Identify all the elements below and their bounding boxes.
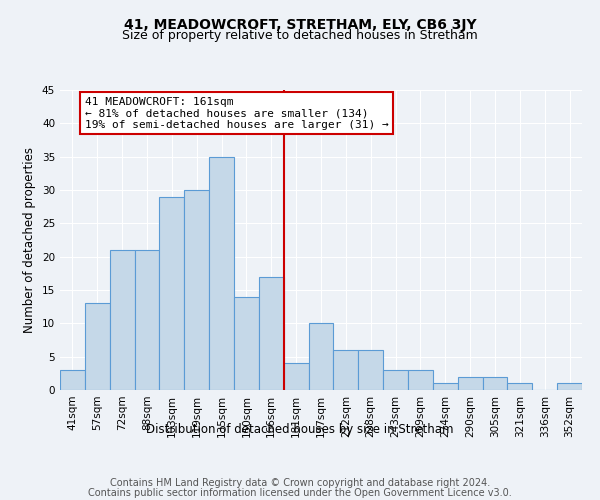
Bar xyxy=(358,350,383,390)
Bar xyxy=(184,190,209,390)
Bar xyxy=(433,384,458,390)
Bar xyxy=(259,276,284,390)
Text: Contains HM Land Registry data © Crown copyright and database right 2024.: Contains HM Land Registry data © Crown c… xyxy=(110,478,490,488)
Bar xyxy=(85,304,110,390)
Y-axis label: Number of detached properties: Number of detached properties xyxy=(23,147,37,333)
Bar xyxy=(134,250,160,390)
Bar xyxy=(334,350,358,390)
Text: 41 MEADOWCROFT: 161sqm
← 81% of detached houses are smaller (134)
19% of semi-de: 41 MEADOWCROFT: 161sqm ← 81% of detached… xyxy=(85,96,389,130)
Text: 41, MEADOWCROFT, STRETHAM, ELY, CB6 3JY: 41, MEADOWCROFT, STRETHAM, ELY, CB6 3JY xyxy=(124,18,476,32)
Bar xyxy=(234,296,259,390)
Bar xyxy=(508,384,532,390)
Bar xyxy=(482,376,508,390)
Bar xyxy=(160,196,184,390)
Bar xyxy=(308,324,334,390)
Bar xyxy=(557,384,582,390)
Bar xyxy=(284,364,308,390)
Bar xyxy=(110,250,134,390)
Bar xyxy=(209,156,234,390)
Bar xyxy=(383,370,408,390)
Text: Contains public sector information licensed under the Open Government Licence v3: Contains public sector information licen… xyxy=(88,488,512,498)
Bar xyxy=(458,376,482,390)
Bar xyxy=(60,370,85,390)
Text: Distribution of detached houses by size in Stretham: Distribution of detached houses by size … xyxy=(146,422,454,436)
Bar xyxy=(408,370,433,390)
Text: Size of property relative to detached houses in Stretham: Size of property relative to detached ho… xyxy=(122,29,478,42)
